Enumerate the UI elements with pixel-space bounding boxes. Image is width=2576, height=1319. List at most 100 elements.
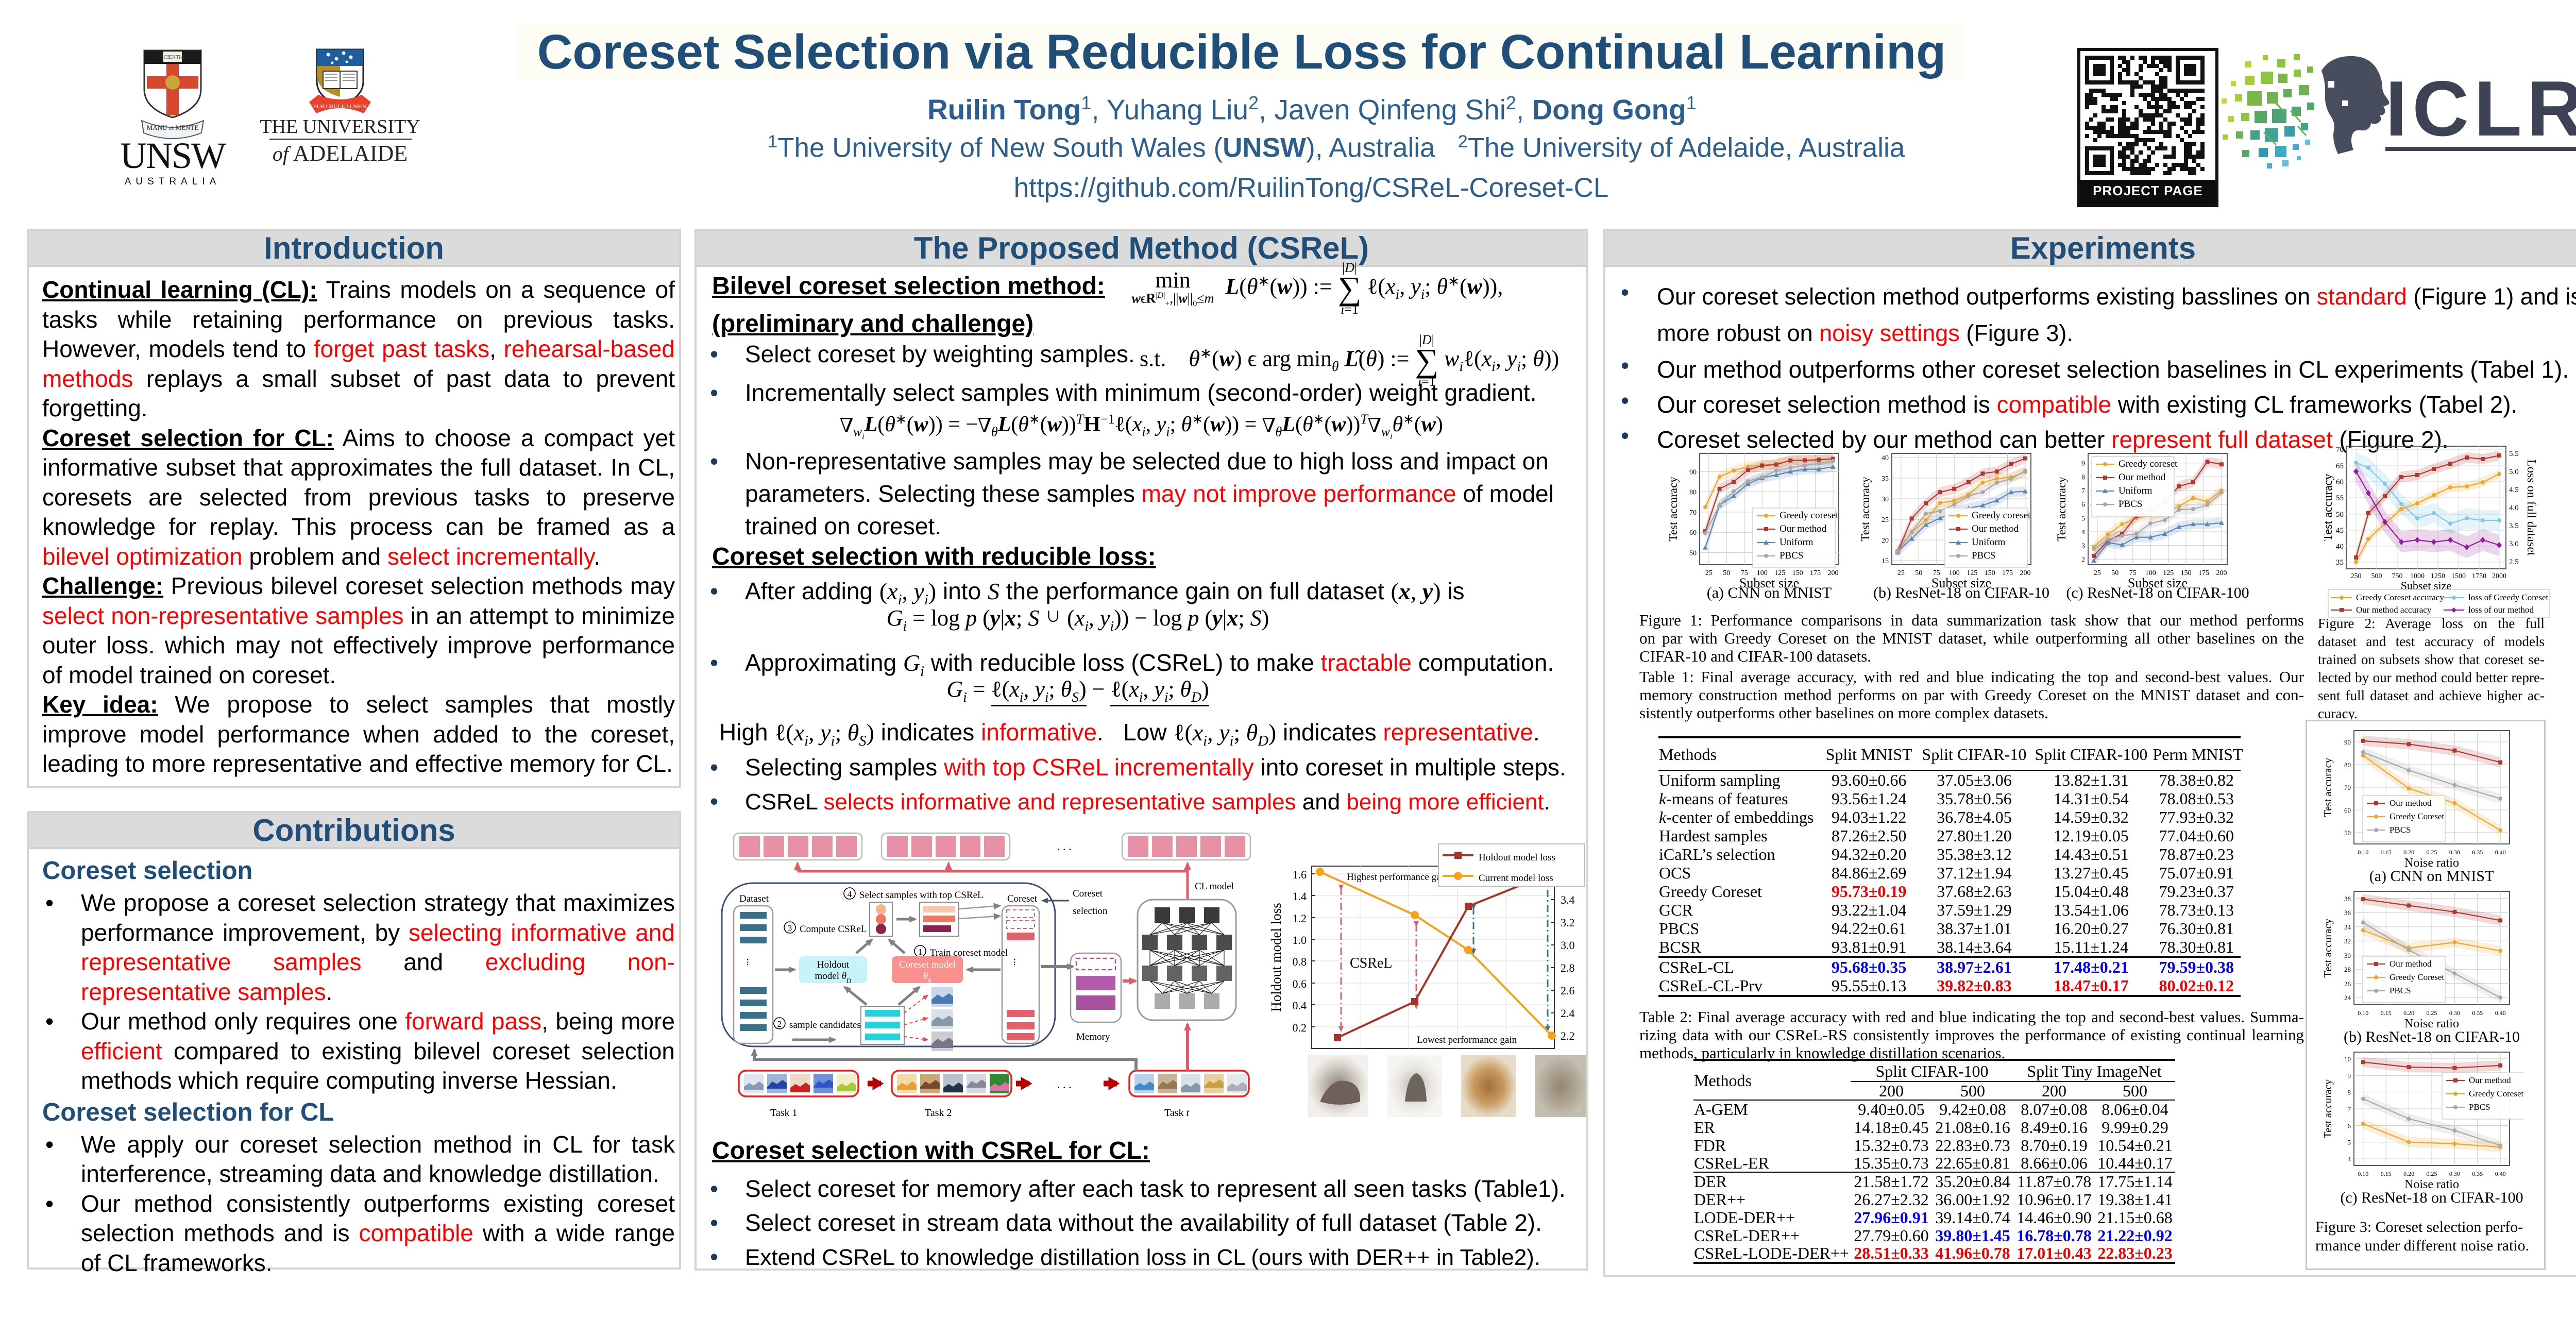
svg-text:90: 90: [1689, 468, 1697, 476]
svg-text:θS: θS: [923, 971, 932, 985]
svg-text:30: 30: [1882, 496, 1889, 503]
svg-text:0.20: 0.20: [2403, 1009, 2414, 1017]
svg-text:PBCS: PBCS: [2119, 499, 2142, 510]
svg-text:1.4: 1.4: [1293, 890, 1307, 903]
svg-text:40: 40: [1882, 454, 1889, 462]
svg-text:(c) ResNet-18 on CIFAR-100: (c) ResNet-18 on CIFAR-100: [2340, 1189, 2523, 1206]
svg-text:3: 3: [788, 923, 792, 933]
svg-text:Loss on full dataset: Loss on full dataset: [2524, 459, 2538, 556]
svg-text:Memory: Memory: [1076, 1031, 1110, 1042]
svg-text:125: 125: [2163, 569, 2174, 577]
svg-text:loss of Greedy Coreset: loss of Greedy Coreset: [2468, 593, 2549, 602]
svg-text:3.0: 3.0: [1561, 939, 1575, 952]
svg-text:Coreset: Coreset: [1007, 893, 1038, 904]
svg-text:Task 1: Task 1: [770, 1107, 797, 1119]
svg-text:50: 50: [2111, 569, 2119, 577]
svg-text:6: 6: [2348, 1122, 2351, 1129]
svg-text:PBCS: PBCS: [2389, 986, 2411, 995]
svg-text:25: 25: [1897, 569, 1905, 577]
svg-text:26: 26: [2344, 980, 2351, 988]
svg-text:Greedy Coreset: Greedy Coreset: [2389, 972, 2444, 982]
svg-text:0.30: 0.30: [2449, 1170, 2460, 1177]
svg-text:Coreset: Coreset: [1073, 888, 1103, 899]
svg-text:24: 24: [2344, 994, 2351, 1002]
svg-text:0.30: 0.30: [2449, 849, 2460, 856]
svg-text:0.15: 0.15: [2381, 1009, 2392, 1017]
svg-text:0.15: 0.15: [2381, 1170, 2392, 1177]
svg-text:0.10: 0.10: [2358, 1009, 2368, 1017]
svg-text:Greedy Coreset accuracy: Greedy Coreset accuracy: [2356, 593, 2444, 602]
svg-text:5.5: 5.5: [2509, 450, 2519, 458]
svg-text:AUSTRALIA: AUSTRALIA: [125, 176, 221, 187]
svg-text:. . .: . . .: [1057, 840, 1072, 853]
svg-text:4: 4: [2081, 529, 2085, 536]
svg-text:0.6: 0.6: [1293, 977, 1307, 990]
svg-text:...: ...: [1011, 958, 1023, 966]
svg-text:CL model: CL model: [1195, 881, 1234, 892]
svg-text:0.25: 0.25: [2427, 1170, 2437, 1177]
svg-text:150: 150: [1792, 569, 1803, 577]
svg-text:50: 50: [2336, 511, 2344, 519]
svg-text:50: 50: [1689, 549, 1697, 557]
svg-text:25: 25: [2094, 569, 2101, 577]
svg-text:SUB CRUCE LUMEN: SUB CRUCE LUMEN: [314, 104, 367, 110]
svg-text:80: 80: [1689, 489, 1697, 497]
svg-text:Select samples with top CSReL: Select samples with top CSReL: [859, 890, 984, 901]
svg-text:0.15: 0.15: [2381, 849, 2392, 856]
svg-text:Test accuracy: Test accuracy: [2324, 474, 2335, 542]
svg-text:Holdout: Holdout: [817, 959, 850, 970]
svg-text:4.0: 4.0: [2509, 504, 2519, 512]
svg-text:2.4: 2.4: [1561, 1007, 1575, 1020]
svg-text:4.5: 4.5: [2509, 486, 2519, 494]
svg-text:Task 2: Task 2: [925, 1107, 952, 1119]
svg-text:0.8: 0.8: [1293, 955, 1307, 968]
svg-text:PBCS: PBCS: [2389, 825, 2411, 835]
svg-text:80: 80: [2344, 761, 2351, 769]
svg-text:45: 45: [2336, 527, 2344, 535]
svg-text:125: 125: [1967, 569, 1977, 577]
svg-text:65: 65: [2336, 462, 2344, 470]
svg-text:Greedy Coreset: Greedy Coreset: [2469, 1089, 2523, 1098]
svg-text:34: 34: [2344, 923, 2351, 931]
svg-text:Coreset model: Coreset model: [899, 959, 956, 970]
svg-text:1500: 1500: [2451, 572, 2466, 580]
svg-text:(b) ResNet-18 on CIFAR-10: (b) ResNet-18 on CIFAR-10: [2344, 1028, 2520, 1045]
svg-text:Subset size: Subset size: [1931, 576, 1991, 590]
svg-text:(a) CNN on MNIST: (a) CNN on MNIST: [1707, 584, 1832, 601]
svg-text:750: 750: [2392, 572, 2403, 580]
svg-text:Task t: Task t: [1164, 1107, 1189, 1119]
svg-text:Dataset: Dataset: [739, 893, 769, 904]
svg-text:Our method: Our method: [2119, 472, 2166, 483]
svg-text:Train coreset model: Train coreset model: [930, 948, 1008, 958]
svg-text:70: 70: [2344, 784, 2351, 791]
svg-text:40: 40: [2336, 543, 2344, 551]
svg-text:(c) ResNet-18 on CIFAR-100: (c) ResNet-18 on CIFAR-100: [2066, 584, 2249, 601]
svg-text:Greedy coreset: Greedy coreset: [2119, 459, 2178, 469]
svg-text:250: 250: [2351, 572, 2362, 580]
svg-text:Subset size: Subset size: [2128, 576, 2188, 590]
svg-text:75: 75: [1741, 569, 1748, 577]
svg-text:THE UNIVERSITY: THE UNIVERSITY: [260, 116, 420, 138]
svg-text:Holdout model loss: Holdout model loss: [1268, 903, 1284, 1012]
svg-text:Our method: Our method: [1972, 523, 2019, 534]
svg-text:Uniform: Uniform: [1780, 537, 1814, 548]
svg-text:100: 100: [2145, 569, 2156, 577]
svg-text:9: 9: [2348, 1072, 2351, 1079]
svg-text:2.2: 2.2: [1561, 1029, 1575, 1042]
svg-text:Uniform: Uniform: [2119, 485, 2153, 496]
svg-text:3.4: 3.4: [1561, 893, 1575, 906]
svg-text:175: 175: [1810, 569, 1821, 577]
svg-text:15: 15: [1882, 557, 1889, 565]
svg-text:50: 50: [1915, 569, 1922, 577]
svg-text:1.6: 1.6: [1293, 868, 1307, 881]
svg-text:UNSW: UNSW: [120, 135, 226, 176]
svg-text:8: 8: [2081, 474, 2085, 481]
svg-text:2.8: 2.8: [1561, 961, 1575, 974]
svg-text:MANU et MENTE: MANU et MENTE: [147, 124, 198, 131]
svg-text:Greedy coreset: Greedy coreset: [1972, 510, 2031, 521]
svg-text:0.2: 0.2: [1293, 1021, 1307, 1034]
svg-text:175: 175: [2002, 569, 2013, 577]
svg-text:Test accuracy: Test accuracy: [2321, 918, 2334, 977]
svg-text:Our method: Our method: [2389, 798, 2432, 808]
svg-text:35: 35: [1882, 475, 1889, 483]
